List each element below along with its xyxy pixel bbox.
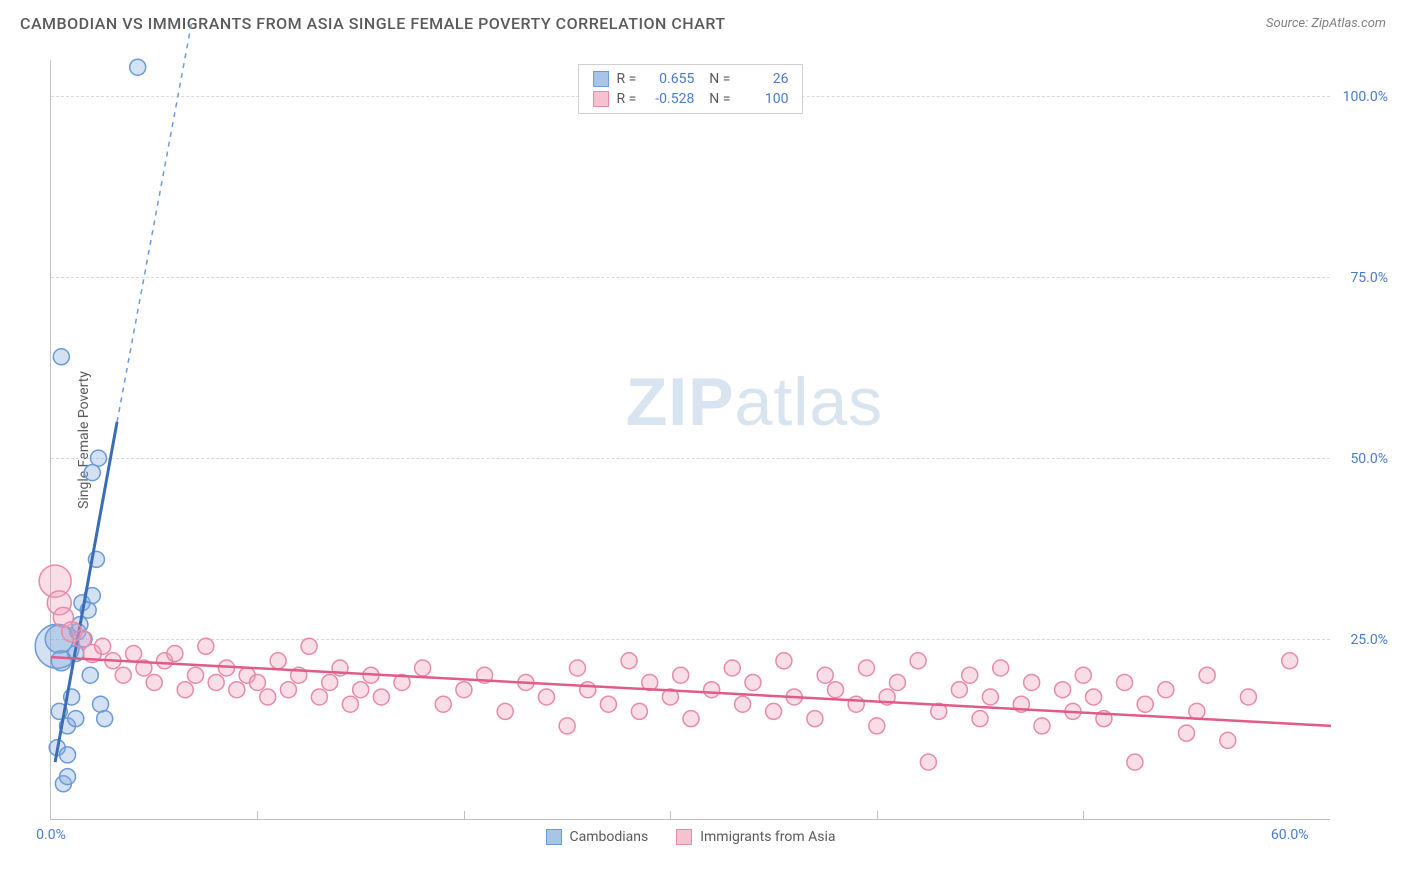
data-point: [1199, 667, 1215, 683]
data-point: [322, 674, 338, 690]
data-point: [993, 660, 1009, 676]
data-point: [951, 682, 967, 698]
data-point: [456, 682, 472, 698]
plot-area: ZIPatlas 25.0%50.0%75.0%100.0%0.0%60.0% …: [50, 60, 1330, 820]
data-point: [84, 465, 100, 481]
data-point: [683, 711, 699, 727]
data-point: [704, 682, 720, 698]
chart-container: Single Female Poverty ZIPatlas 25.0%50.0…: [50, 60, 1370, 820]
y-tick-label: 25.0%: [1350, 632, 1388, 648]
data-point: [889, 674, 905, 690]
data-point: [497, 703, 513, 719]
chart-title: CAMBODIAN VS IMMIGRANTS FROM ASIA SINGLE…: [20, 14, 726, 33]
data-point: [373, 689, 389, 705]
data-point: [342, 696, 358, 712]
data-point: [93, 696, 109, 712]
data-point: [621, 653, 637, 669]
data-point: [1086, 689, 1102, 705]
data-point: [1024, 674, 1040, 690]
data-point: [1220, 732, 1236, 748]
data-point: [53, 349, 69, 365]
data-point: [1189, 703, 1205, 719]
data-point: [146, 674, 162, 690]
data-point: [415, 660, 431, 676]
data-point: [858, 660, 874, 676]
data-point: [580, 682, 596, 698]
data-point: [188, 667, 204, 683]
data-point: [270, 653, 286, 669]
legend-item-1: Cambodians: [545, 829, 648, 845]
data-point: [869, 718, 885, 734]
series2-swatch-icon: [676, 829, 692, 845]
data-point: [95, 638, 111, 654]
data-point: [673, 667, 689, 683]
data-point: [745, 674, 761, 690]
data-point: [962, 667, 978, 683]
data-point: [910, 653, 926, 669]
data-point: [208, 674, 224, 690]
series1-swatch-icon: [545, 829, 561, 845]
data-point: [1178, 725, 1194, 741]
x-tick-label: 0.0%: [36, 827, 66, 843]
data-point: [538, 689, 554, 705]
data-point: [229, 682, 245, 698]
data-point: [280, 682, 296, 698]
data-point: [807, 711, 823, 727]
data-point: [1137, 696, 1153, 712]
data-point: [828, 682, 844, 698]
data-point: [1034, 718, 1050, 734]
data-point: [766, 703, 782, 719]
data-point: [311, 689, 327, 705]
data-point: [1117, 674, 1133, 690]
data-point: [920, 754, 936, 770]
y-tick-label: 75.0%: [1350, 270, 1388, 286]
data-point: [126, 646, 142, 662]
data-point: [982, 689, 998, 705]
data-point: [1127, 754, 1143, 770]
data-point: [198, 638, 214, 654]
data-point: [1240, 689, 1256, 705]
trendline-dashed: [117, 24, 191, 422]
data-point: [130, 59, 146, 75]
series-legend: Cambodians Immigrants from Asia: [545, 829, 835, 845]
data-point: [569, 660, 585, 676]
x-tick-label: 60.0%: [1271, 827, 1309, 843]
data-point: [735, 696, 751, 712]
data-point: [97, 711, 113, 727]
data-point: [817, 667, 833, 683]
data-point: [82, 667, 98, 683]
data-point: [631, 703, 647, 719]
data-point: [435, 696, 451, 712]
data-point: [115, 667, 131, 683]
y-tick-label: 50.0%: [1350, 451, 1388, 467]
data-point: [848, 696, 864, 712]
data-point: [260, 689, 276, 705]
data-point: [60, 747, 76, 763]
data-point: [559, 718, 575, 734]
data-point: [249, 674, 265, 690]
source-label: Source: ZipAtlas.com: [1266, 16, 1386, 31]
data-point: [301, 638, 317, 654]
data-point: [177, 682, 193, 698]
data-point: [353, 682, 369, 698]
data-point: [1282, 653, 1298, 669]
data-point: [1158, 682, 1174, 698]
data-point: [167, 646, 183, 662]
data-point: [724, 660, 740, 676]
data-point: [68, 711, 84, 727]
data-point: [972, 711, 988, 727]
data-point: [90, 450, 106, 466]
data-point: [60, 769, 76, 785]
scatter-plot-svg: [51, 60, 1331, 820]
data-point: [1055, 682, 1071, 698]
y-tick-label: 100.0%: [1343, 89, 1388, 105]
data-point: [776, 653, 792, 669]
legend-item-2: Immigrants from Asia: [676, 829, 835, 845]
data-point: [1075, 667, 1091, 683]
data-point: [600, 696, 616, 712]
